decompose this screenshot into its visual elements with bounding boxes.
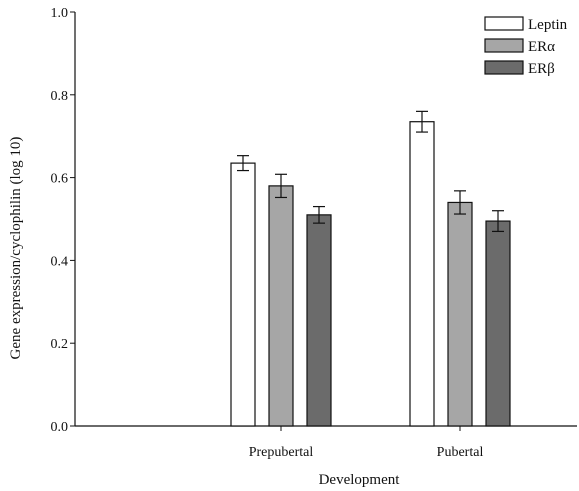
x-tick-label: Pubertal xyxy=(437,445,484,460)
bar xyxy=(410,122,434,426)
bar xyxy=(307,215,331,426)
legend-label: Leptin xyxy=(528,17,568,33)
legend-label: ERα xyxy=(528,39,555,55)
legend-swatch xyxy=(485,17,523,30)
bar xyxy=(231,163,255,426)
legend-swatch xyxy=(485,61,523,74)
bar xyxy=(448,202,472,426)
y-tick-label: 0.4 xyxy=(51,254,69,269)
y-tick-label: 0.6 xyxy=(51,172,69,187)
x-axis-title: Development xyxy=(319,472,401,488)
legend-swatch xyxy=(485,39,523,52)
y-tick-label: 0.2 xyxy=(51,337,69,352)
y-tick-label: 0.8 xyxy=(51,89,69,104)
y-tick-label: 0.0 xyxy=(51,420,69,435)
y-axis-title: Gene expression/cyclophilin (log 10) xyxy=(8,137,24,360)
x-tick-label: Prepubertal xyxy=(249,445,314,460)
bar xyxy=(486,221,510,426)
y-tick-label: 1.0 xyxy=(51,6,69,21)
legend: Leptin ERα ERβ xyxy=(485,17,568,77)
legend-label: ERβ xyxy=(528,61,555,77)
bars xyxy=(231,111,510,426)
bar xyxy=(269,186,293,426)
